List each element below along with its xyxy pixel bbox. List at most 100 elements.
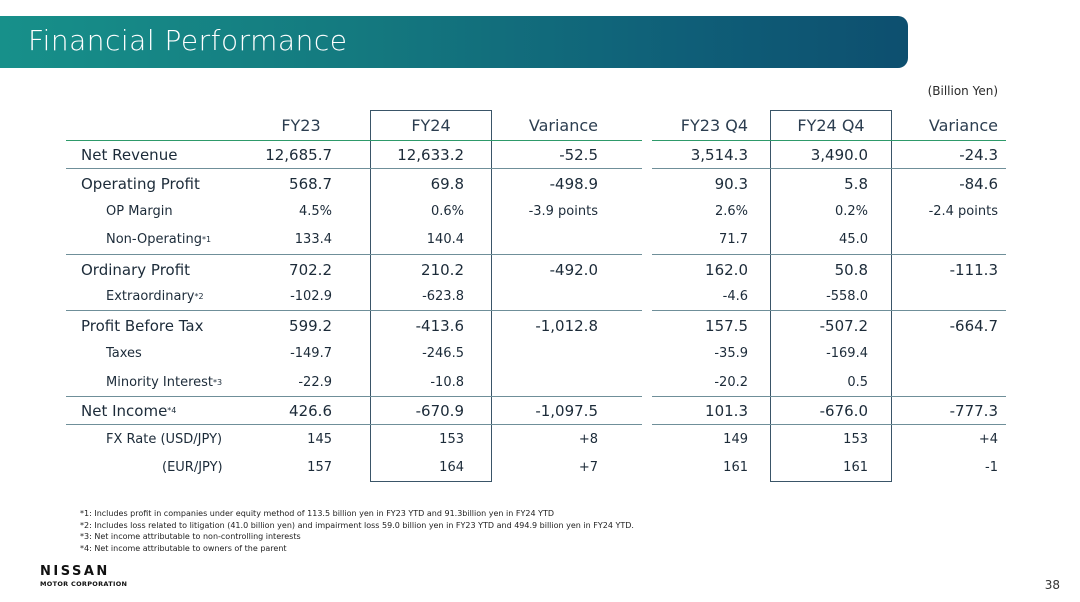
cell-variance: -492.0: [549, 260, 598, 279]
header-rule-left: [66, 140, 642, 141]
row-label: Taxes: [106, 346, 142, 361]
cell-variance-q4: -24.3: [959, 145, 998, 164]
row-label: Profit Before Tax: [81, 316, 204, 335]
cell-fy24-q4: 45.0: [839, 232, 868, 247]
cell-variance: -1,097.5: [535, 401, 598, 420]
row-label: Non-Operating: [106, 232, 202, 247]
footnotes: *1: Includes profit in companies under e…: [80, 508, 634, 554]
cell-fy23-q4: 149: [723, 432, 748, 447]
row-label: (EUR/JPY): [162, 460, 223, 475]
cell-variance: [486, 225, 598, 254]
title-banner: Financial Performance: [0, 16, 908, 68]
cell-variance-q4: [898, 225, 998, 254]
page-number: 38: [1044, 578, 1060, 592]
cell-variance-q4: +4: [978, 432, 998, 447]
cell-fy23-q4: 2.6%: [714, 204, 748, 219]
rule-before-pbt-left: [66, 310, 642, 311]
cell-variance-q4: [898, 368, 998, 397]
cell-fy24: -623.8: [422, 289, 464, 304]
cell-variance-q4: -84.6: [959, 174, 998, 193]
cell-fy23: 568.7: [289, 174, 332, 193]
table-row: FX Rate (USD/JPY) 145 153 +8 149 153 +4: [66, 425, 1006, 454]
footnote-2: *2: Includes loss related to litigation …: [80, 520, 634, 530]
cell-variance-q4: -664.7: [949, 316, 998, 335]
cell-fy24-q4: -676.0: [819, 401, 868, 420]
cell-variance-q4: [898, 282, 998, 311]
row-label: Extraordinary: [106, 289, 195, 304]
cell-variance-q4: -1: [985, 460, 998, 475]
row-label-wrap: Minority Interest *3: [106, 375, 223, 390]
row-label-wrap: Net Income *4: [81, 401, 177, 420]
rule-after-net-revenue-left: [66, 168, 642, 169]
cell-variance: -1,012.8: [535, 316, 598, 335]
row-label-wrap: Non-Operating *1: [106, 232, 212, 247]
cell-fy24-q4: 0.5: [847, 375, 868, 390]
cell-fy23-q4: 3,514.3: [690, 145, 748, 164]
unit-note: (Billion Yen): [927, 84, 998, 98]
cell-fy24-q4: -507.2: [819, 316, 868, 335]
table-header-row: FY23 FY24 Variance FY23 Q4 FY24 Q4 Varia…: [66, 111, 1006, 140]
nissan-logo: NISSAN MOTOR CORPORATION: [40, 564, 127, 588]
cell-fy24-q4: 3,490.0: [810, 145, 868, 164]
row-label-wrap: Extraordinary *2: [106, 289, 204, 304]
cell-fy23-q4: -20.2: [714, 375, 748, 390]
header-fy24-q4: FY24 Q4: [797, 116, 865, 135]
rule-after-net-income-right: [652, 424, 1006, 425]
cell-variance-q4: -777.3: [949, 401, 998, 420]
logo-wordmark: NISSAN: [40, 564, 110, 579]
row-label: Ordinary Profit: [81, 260, 191, 279]
row-label: Net Income: [81, 401, 168, 420]
cell-fy23: 12,685.7: [265, 145, 332, 164]
row-label: Minority Interest: [106, 375, 213, 390]
header-fy23-q4: FY23 Q4: [680, 116, 748, 135]
table-row: Minority Interest *3 -22.9 -10.8 -20.2 0.…: [66, 368, 1006, 397]
row-label: OP Margin: [106, 204, 173, 219]
cell-fy23: 426.6: [289, 401, 332, 420]
cell-variance-q4: -2.4 points: [928, 204, 998, 219]
cell-fy24-q4: 153: [843, 432, 868, 447]
cell-fy23-q4: 162.0: [705, 260, 748, 279]
footnote-3: *3: Net income attributable to non-contr…: [80, 532, 301, 541]
cell-variance: +7: [578, 460, 598, 475]
cell-fy23: 145: [307, 432, 332, 447]
cell-fy24: 153: [439, 432, 464, 447]
cell-fy24-q4: 5.8: [844, 174, 868, 193]
cell-fy24: 210.2: [421, 260, 464, 279]
page-title: Financial Performance: [28, 24, 348, 57]
cell-fy23: -102.9: [290, 289, 332, 304]
table-row: (EUR/JPY) 157 164 +7 161 161 -1: [66, 453, 1006, 482]
cell-fy24: -413.6: [415, 316, 464, 335]
logo-subtitle: MOTOR CORPORATION: [40, 580, 128, 588]
footnote-4: *4: Net income attributable to owners of…: [80, 543, 287, 553]
cell-fy24: 140.4: [426, 232, 464, 247]
rule-after-net-income-left: [66, 424, 642, 425]
cell-fy24-q4: -169.4: [826, 346, 868, 361]
cell-fy23: 599.2: [289, 316, 332, 335]
cell-fy23-q4: -4.6: [722, 289, 748, 304]
cell-variance: +8: [578, 432, 598, 447]
rule-before-ordinary-left: [66, 254, 642, 255]
row-label: Net Revenue: [81, 145, 178, 164]
table-row: OP Margin 4.5% 0.6% -3.9 points 2.6% 0.2…: [66, 197, 1006, 226]
cell-fy23: 4.5%: [298, 204, 332, 219]
rule-before-net-income-left: [66, 396, 642, 397]
cell-variance: [486, 282, 598, 311]
row-label: Operating Profit: [81, 174, 200, 193]
cell-fy23: 133.4: [294, 232, 332, 247]
cell-fy24-q4: 50.8: [834, 260, 868, 279]
cell-fy23: 702.2: [289, 260, 332, 279]
cell-fy24: 69.8: [430, 174, 464, 193]
header-fy24: FY24: [411, 116, 451, 135]
cell-variance-q4: -111.3: [949, 260, 998, 279]
cell-variance: -3.9 points: [528, 204, 598, 219]
cell-fy23: -149.7: [290, 346, 332, 361]
table-row: Extraordinary *2 -102.9 -623.8 -4.6 -558.…: [66, 282, 1006, 311]
fy24-q4-column-highlight: [770, 110, 892, 482]
rule-before-pbt-right: [652, 310, 1006, 311]
table-row: Non-Operating *1 133.4 140.4 71.7 45.0: [66, 225, 1006, 254]
fy24-column-highlight: [370, 110, 492, 482]
cell-fy24: 164: [439, 460, 464, 475]
table-row: Taxes -149.7 -246.5 -35.9 -169.4: [66, 339, 1006, 368]
cell-fy23-q4: 101.3: [705, 401, 748, 420]
